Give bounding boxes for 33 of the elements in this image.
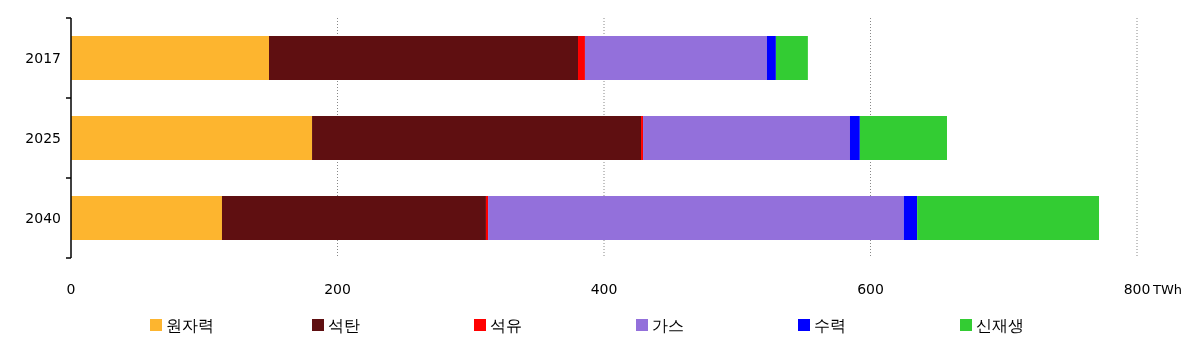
legend-label: 석탄 [328, 316, 360, 335]
bar [849, 116, 860, 160]
legend-label: 신재생 [976, 316, 1024, 335]
legend-label: 원자력 [166, 316, 214, 335]
bar [71, 36, 270, 80]
bar [903, 196, 918, 240]
x-axis-title: TWh [1152, 282, 1183, 297]
legend-label: 석유 [490, 316, 522, 335]
x-tick-label: 600 [857, 281, 884, 297]
x-tick-label: 200 [324, 281, 351, 297]
bar [775, 36, 808, 80]
bar [71, 196, 222, 240]
bar [221, 196, 486, 240]
x-tick-label: 400 [590, 281, 618, 297]
bar [485, 196, 489, 240]
bar [71, 116, 313, 160]
y-tick-label: 2025 [25, 130, 61, 146]
y-tick-label: 2017 [25, 50, 61, 66]
bar [917, 196, 1100, 240]
x-tick-label: 800 [1123, 281, 1151, 297]
legend-label: 수력 [814, 316, 846, 335]
bar [641, 116, 644, 160]
bar [488, 196, 904, 240]
x-tick-label: 0 [66, 281, 76, 297]
legend-label: 가스 [652, 316, 684, 335]
bar [859, 116, 947, 160]
y-tick-label: 2040 [25, 210, 61, 226]
bar [312, 116, 642, 160]
bar [766, 36, 776, 80]
bar [643, 116, 850, 160]
bar [269, 36, 579, 80]
bar [584, 36, 767, 80]
bar [578, 36, 585, 80]
